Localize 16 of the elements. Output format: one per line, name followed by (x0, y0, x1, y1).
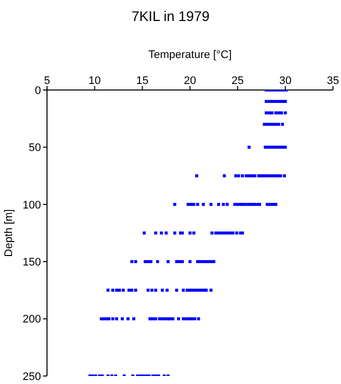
x-tick-label: 10 (88, 75, 101, 87)
y-tick-label: 100 (22, 199, 41, 212)
y-tick-label: 200 (22, 314, 41, 326)
y-axis-title: Depth [m] (2, 209, 15, 257)
x-tick-label: 30 (279, 75, 292, 87)
x-tick-label: 25 (232, 75, 244, 87)
x-tick-label: 20 (184, 75, 196, 87)
x-axis-title: Temperature [°C] (148, 48, 232, 61)
x-tick-label: 5 (44, 75, 50, 87)
y-tick-label: 50 (28, 142, 41, 154)
y-tick-label: 0 (34, 84, 41, 97)
y-tick-label: 150 (22, 256, 41, 269)
chart-title: 7KIL in 1979 (130, 8, 211, 24)
x-tick-label: 35 (326, 75, 340, 87)
x-tick-label: 15 (136, 75, 148, 87)
y-tick-label: 250 (22, 370, 41, 383)
